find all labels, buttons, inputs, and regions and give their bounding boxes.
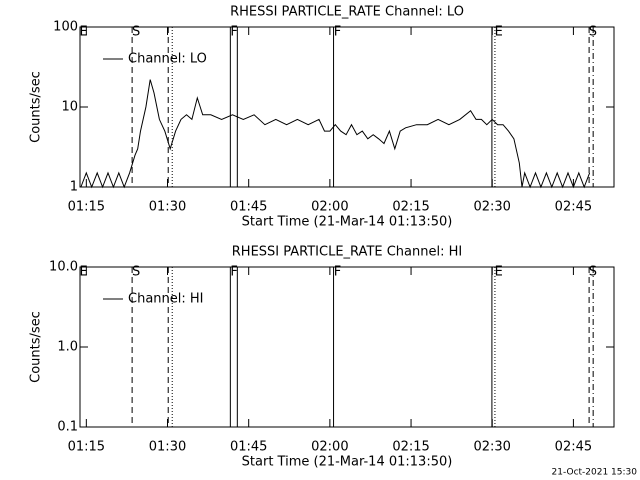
x-tick-label: 02:30 [473, 440, 510, 455]
data-line [80, 79, 591, 189]
event-marker-label: E [80, 265, 88, 280]
y-tick-label: 1 [70, 180, 78, 195]
event-marker-label: S [589, 25, 597, 40]
y-axis-label: Counts/sec [29, 311, 44, 383]
y-tick-label: 10 [61, 100, 78, 115]
x-tick-label: 01:45 [230, 200, 267, 215]
chart-title: RHESSI PARTICLE_RATE Channel: HI [232, 245, 462, 260]
x-tick-label: 02:00 [311, 440, 348, 455]
event-marker-label: S [589, 265, 597, 280]
y-tick-label: 10.0 [49, 260, 78, 275]
legend-label: Channel: HI [128, 292, 204, 307]
event-marker-label: F [230, 25, 237, 40]
x-tick-label: 01:45 [230, 440, 267, 455]
event-marker-label: F [334, 265, 341, 280]
event-marker-label: S [132, 25, 140, 40]
x-tick-label: 01:15 [68, 200, 105, 215]
plot-frame [79, 266, 615, 428]
chart-title: RHESSI PARTICLE_RATE Channel: LO [230, 5, 464, 20]
x-tick-label: 02:45 [555, 200, 592, 215]
x-tick-label: 02:45 [555, 440, 592, 455]
event-marker-label: F [334, 25, 341, 40]
x-tick-label: 02:15 [392, 440, 429, 455]
y-axis-label: Counts/sec [29, 71, 44, 143]
event-marker-label: F [230, 265, 237, 280]
y-tick-label: 1.0 [57, 340, 78, 355]
x-tick-label: 02:30 [473, 200, 510, 215]
x-tick-label: 02:15 [392, 200, 429, 215]
x-axis-label: Start Time (21-Mar-14 01:13:50) [242, 215, 453, 230]
plot-frame [79, 26, 615, 188]
event-marker-label: E [80, 25, 88, 40]
event-marker-label: S [132, 265, 140, 280]
event-marker-label: E [495, 25, 503, 40]
x-tick-label: 01:15 [68, 440, 105, 455]
footer-timestamp: 21-Oct-2021 15:30 [552, 468, 638, 478]
x-tick-label: 01:30 [149, 440, 186, 455]
x-axis-label: Start Time (21-Mar-14 01:13:50) [242, 455, 453, 470]
y-tick-label: 0.1 [57, 420, 78, 435]
x-tick-label: 01:30 [149, 200, 186, 215]
event-marker-label: E [495, 265, 503, 280]
x-tick-label: 02:00 [311, 200, 348, 215]
legend-label: Channel: LO [128, 52, 207, 67]
y-tick-label: 100 [53, 20, 78, 35]
